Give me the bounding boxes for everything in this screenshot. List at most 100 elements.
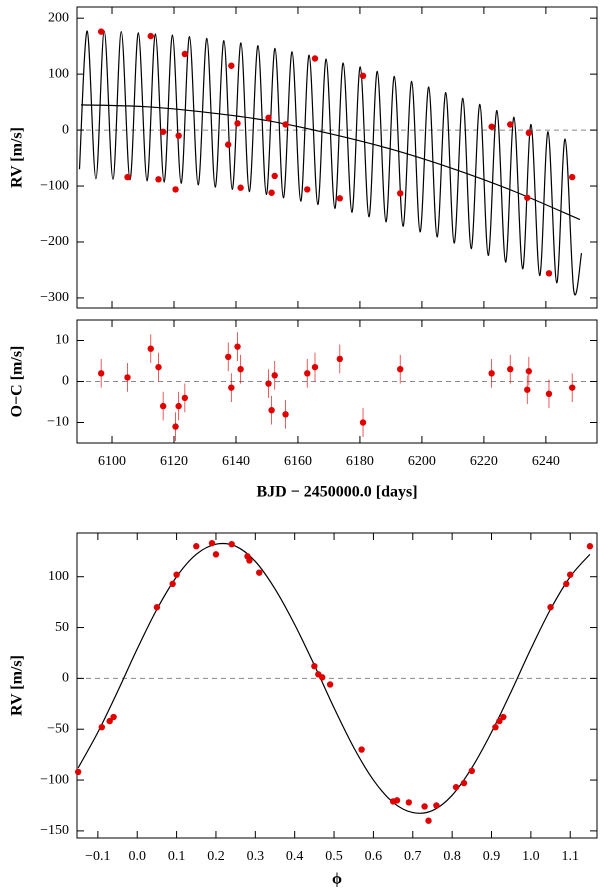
x-tick-label: 6160 — [284, 454, 312, 469]
y-tick-label: −100 — [40, 772, 69, 787]
x-tick-label: 0.9 — [483, 849, 501, 864]
data-point — [433, 802, 440, 809]
data-point — [586, 543, 594, 550]
data-point — [225, 141, 232, 148]
data-point — [74, 768, 82, 776]
data-point — [193, 543, 200, 550]
data-point — [265, 380, 272, 387]
data-point — [175, 132, 182, 139]
plot-frame — [76, 6, 598, 309]
x-tick-label: −0.1 — [85, 849, 110, 864]
data-point — [153, 604, 161, 611]
x-axis-label: ϕ — [332, 871, 342, 888]
data-point — [460, 779, 468, 787]
data-point — [563, 580, 570, 588]
data-point — [326, 681, 334, 688]
data-point — [173, 571, 180, 578]
x-tick-label: 0.5 — [325, 849, 343, 864]
x-tick-label: 6100 — [98, 454, 126, 469]
y-tick-label: 200 — [48, 10, 69, 25]
data-point — [405, 799, 413, 806]
data-point — [507, 366, 514, 373]
data-point — [181, 50, 189, 58]
data-point — [228, 540, 235, 548]
data-point — [488, 370, 495, 377]
data-point — [304, 186, 311, 193]
data-point — [159, 128, 167, 135]
data-point — [425, 817, 432, 824]
model-curve — [77, 542, 591, 814]
x-tick-label: 0.0 — [128, 849, 146, 864]
data-point — [208, 539, 216, 547]
data-point — [336, 355, 343, 363]
data-point — [359, 72, 367, 80]
x-tick-label: 0.4 — [286, 849, 304, 864]
data-point — [567, 571, 574, 578]
data-point — [311, 662, 318, 670]
y-tick-label: −200 — [40, 234, 69, 249]
x-tick-label: 6180 — [346, 454, 374, 469]
data-point — [507, 121, 514, 128]
data-point — [212, 551, 220, 558]
data-point — [172, 186, 179, 193]
data-point — [358, 746, 365, 753]
x-tick-label: 0.6 — [365, 849, 383, 864]
data-point — [268, 189, 275, 196]
x-tick-label: 6200 — [408, 454, 436, 469]
y-tick-label: 100 — [48, 66, 69, 81]
x-tick-label: 6220 — [470, 454, 498, 469]
data-point — [256, 569, 263, 576]
y-axis-label: O−C [m/s] — [9, 346, 26, 418]
y-tick-label: 50 — [55, 620, 69, 635]
data-point — [311, 55, 319, 62]
x-tick-label: 0.2 — [207, 849, 225, 864]
data-point — [124, 374, 131, 381]
x-tick-label: 0.7 — [404, 849, 422, 864]
data-point — [393, 797, 401, 804]
y-tick-label: 0 — [62, 374, 69, 389]
x-axis-label: BJD − 2450000.0 [days] — [256, 484, 417, 501]
plot-frame — [76, 532, 598, 839]
data-point — [268, 407, 275, 414]
data-point — [147, 345, 154, 352]
y-tick-label: −10 — [47, 415, 69, 430]
data-point — [271, 172, 278, 180]
x-tick-label: 0.8 — [443, 849, 461, 864]
data-point — [97, 28, 105, 35]
x-tick-label: 0.1 — [168, 849, 186, 864]
y-tick-label: −100 — [40, 178, 69, 193]
data-point — [97, 370, 105, 377]
data-point — [234, 120, 241, 127]
data-point — [246, 557, 253, 564]
data-point — [319, 674, 326, 681]
data-point — [524, 386, 531, 393]
data-point — [525, 368, 533, 375]
x-tick-label: 6240 — [532, 454, 560, 469]
data-point — [237, 184, 244, 191]
data-point — [147, 32, 154, 40]
data-point — [228, 62, 235, 69]
data-point — [496, 717, 503, 725]
data-point — [545, 270, 553, 277]
data-point — [359, 419, 367, 426]
data-point — [336, 195, 343, 202]
data-point — [492, 723, 499, 731]
data-point — [397, 190, 404, 197]
data-point — [304, 370, 311, 377]
data-point — [545, 390, 553, 397]
data-point — [225, 353, 232, 361]
x-tick-label: 1.0 — [522, 849, 540, 864]
y-tick-label: −50 — [47, 721, 69, 736]
data-point — [525, 129, 533, 137]
y-tick-label: 0 — [62, 671, 69, 686]
data-point — [98, 723, 105, 731]
data-point — [181, 394, 189, 402]
y-tick-label: 100 — [48, 569, 69, 584]
y-axis-label: RV [m/s] — [9, 655, 26, 716]
data-point — [110, 713, 117, 721]
y-tick-label: −150 — [40, 823, 69, 838]
data-point — [271, 372, 278, 379]
data-point — [500, 713, 507, 721]
data-point — [228, 384, 235, 391]
